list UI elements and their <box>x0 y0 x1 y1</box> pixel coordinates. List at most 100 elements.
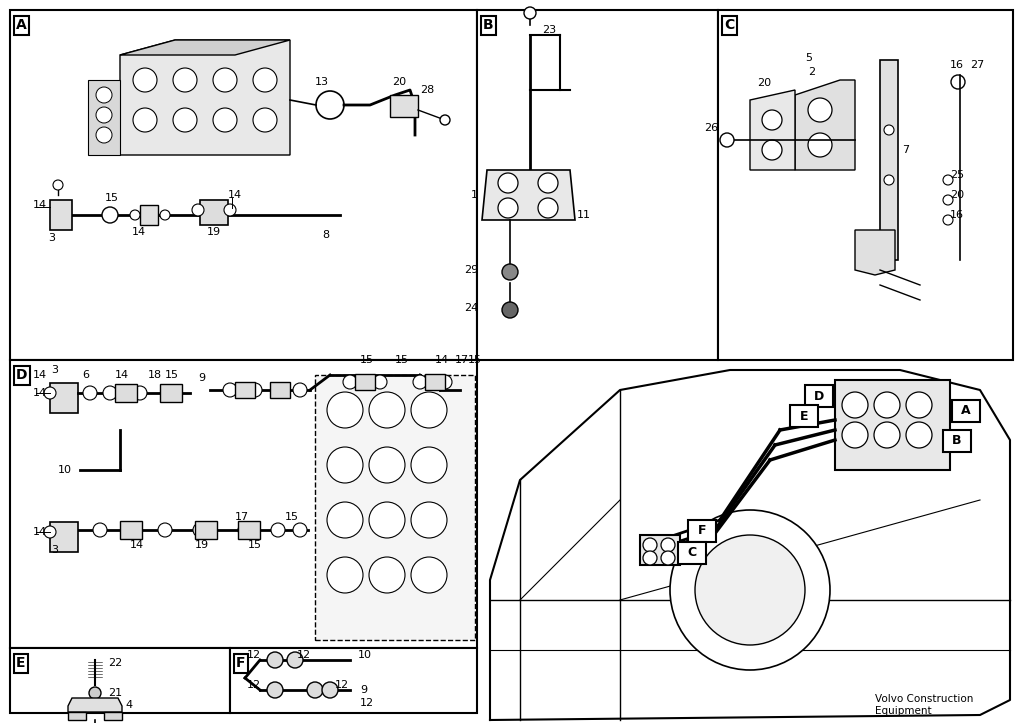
Circle shape <box>538 198 558 218</box>
Circle shape <box>498 173 518 193</box>
Circle shape <box>293 523 307 537</box>
Bar <box>50 522 78 552</box>
Text: 20: 20 <box>757 78 771 88</box>
Text: 10: 10 <box>58 465 72 475</box>
Circle shape <box>762 140 782 160</box>
Bar <box>805 385 833 407</box>
Circle shape <box>369 502 406 538</box>
Bar <box>50 200 72 230</box>
Circle shape <box>96 107 112 123</box>
Circle shape <box>842 422 868 448</box>
Text: 12: 12 <box>297 650 311 660</box>
Bar <box>678 542 706 564</box>
Circle shape <box>327 392 362 428</box>
Circle shape <box>538 173 558 193</box>
Circle shape <box>307 682 323 698</box>
Text: D: D <box>16 368 28 382</box>
Text: 3: 3 <box>48 233 55 243</box>
Text: C: C <box>724 18 734 32</box>
Text: 14: 14 <box>33 370 47 380</box>
Circle shape <box>130 210 140 220</box>
Circle shape <box>213 68 237 92</box>
Text: 27: 27 <box>970 60 984 70</box>
Polygon shape <box>88 80 120 155</box>
Circle shape <box>253 68 278 92</box>
Bar <box>10 648 230 713</box>
Circle shape <box>327 502 362 538</box>
Circle shape <box>44 387 56 399</box>
Text: 23: 23 <box>542 25 556 35</box>
Text: Volvo Construction: Volvo Construction <box>874 694 974 704</box>
Text: 20: 20 <box>392 77 407 87</box>
Bar <box>120 521 142 539</box>
Circle shape <box>643 551 657 565</box>
Text: A: A <box>16 18 27 32</box>
Circle shape <box>271 523 285 537</box>
Circle shape <box>267 652 283 668</box>
Text: 29: 29 <box>464 265 478 275</box>
Circle shape <box>53 180 63 190</box>
Circle shape <box>316 91 344 119</box>
Bar <box>160 384 182 402</box>
Bar <box>880 60 898 260</box>
Text: E: E <box>16 656 26 670</box>
Circle shape <box>327 447 362 483</box>
Text: D: D <box>814 390 824 403</box>
Text: 12: 12 <box>360 698 374 708</box>
Circle shape <box>874 392 900 418</box>
Circle shape <box>93 523 106 537</box>
Circle shape <box>524 7 536 19</box>
Circle shape <box>874 422 900 448</box>
Circle shape <box>271 383 285 397</box>
Circle shape <box>662 551 675 565</box>
Circle shape <box>343 375 357 389</box>
Text: 6: 6 <box>82 370 89 380</box>
Circle shape <box>248 383 262 397</box>
Bar <box>10 360 477 648</box>
Circle shape <box>808 98 831 122</box>
Text: 14: 14 <box>33 200 47 210</box>
Circle shape <box>951 75 965 89</box>
Circle shape <box>411 392 447 428</box>
Circle shape <box>287 652 303 668</box>
Text: 5: 5 <box>805 53 812 63</box>
Text: 26: 26 <box>703 123 718 133</box>
Text: 12: 12 <box>247 650 261 660</box>
Circle shape <box>123 523 137 537</box>
Bar <box>315 375 475 640</box>
Text: F: F <box>697 524 707 537</box>
Text: 4: 4 <box>125 700 132 710</box>
Text: 21: 21 <box>108 688 122 698</box>
Circle shape <box>253 108 278 132</box>
Text: 14: 14 <box>33 527 47 537</box>
Circle shape <box>267 682 283 698</box>
Polygon shape <box>120 40 290 155</box>
Polygon shape <box>795 80 855 170</box>
Circle shape <box>502 264 518 280</box>
Text: 15: 15 <box>248 540 262 550</box>
Text: 16: 16 <box>950 210 964 220</box>
Text: 22: 22 <box>108 658 122 668</box>
Polygon shape <box>750 90 795 170</box>
Text: 11: 11 <box>577 210 591 220</box>
Circle shape <box>643 538 657 552</box>
Circle shape <box>720 133 734 147</box>
Text: 3: 3 <box>51 545 58 555</box>
Text: F: F <box>236 656 246 670</box>
Circle shape <box>193 523 207 537</box>
Circle shape <box>413 375 427 389</box>
Bar <box>640 535 680 565</box>
Circle shape <box>133 68 157 92</box>
Text: 28: 28 <box>420 85 434 95</box>
Text: B: B <box>952 435 962 448</box>
Circle shape <box>670 510 830 670</box>
Text: 17: 17 <box>455 355 469 365</box>
Circle shape <box>369 557 406 593</box>
Text: A: A <box>962 404 971 417</box>
Bar <box>425 374 445 390</box>
Text: 24: 24 <box>464 303 478 313</box>
Bar <box>718 10 1013 360</box>
Bar <box>200 200 228 225</box>
Circle shape <box>943 215 953 225</box>
Circle shape <box>223 383 237 397</box>
